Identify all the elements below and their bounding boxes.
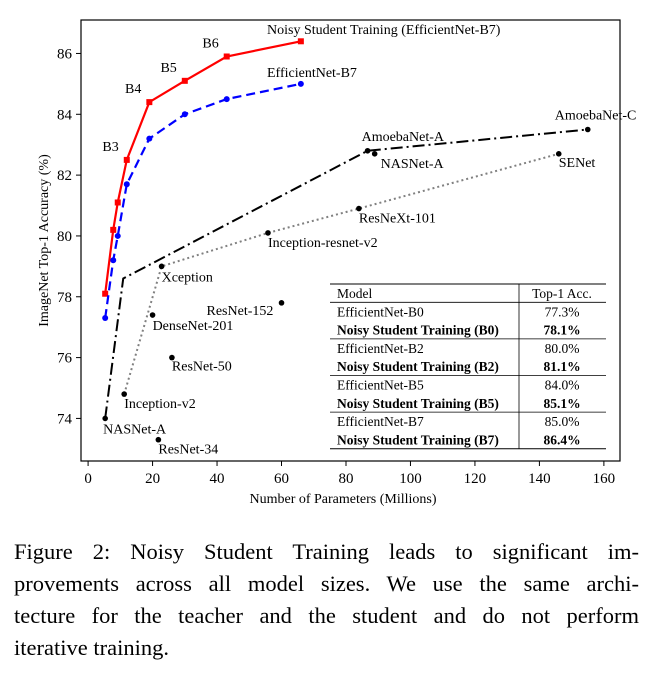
table-cell-model: Noisy Student Training (B5) — [337, 396, 499, 411]
model-label: ResNet-152 — [207, 304, 274, 319]
model-point — [121, 391, 127, 397]
table-cell-model: Noisy Student Training (B2) — [337, 359, 499, 374]
table-header: Top-1 Acc. — [532, 286, 592, 301]
series-line — [104, 82, 302, 319]
caption-line: Figure 2: Noisy Student Training leads t… — [14, 539, 639, 564]
model-point — [102, 415, 108, 422]
table-cell-model: EfficientNet-B7 — [337, 414, 424, 429]
y-tick-label: 80 — [57, 229, 72, 245]
series-label: Noisy Student Training (EfficientNet-B7) — [267, 23, 501, 38]
x-tick-label: 160 — [593, 471, 616, 487]
table-cell-accuracy: 84.0% — [545, 378, 580, 393]
model-label: Inception-v2 — [124, 397, 196, 412]
table-cell-accuracy: 85.1% — [543, 396, 580, 411]
model-label: ResNet-50 — [172, 360, 232, 375]
model-label: ResNet-34 — [158, 443, 218, 458]
y-tick-label: 74 — [57, 411, 73, 427]
model-label: DenseNet-201 — [153, 319, 234, 334]
point-label: B6 — [202, 36, 218, 51]
y-tick-label: 76 — [57, 351, 73, 367]
data-point-square — [223, 53, 230, 60]
x-tick-label: 140 — [528, 471, 551, 487]
data-point-square — [110, 226, 117, 233]
model-label: Xception — [162, 270, 213, 285]
model-label: SENet — [559, 156, 596, 171]
point-label: B3 — [102, 140, 118, 155]
table-cell-model: EfficientNet-B5 — [337, 378, 424, 393]
data-point-circle — [123, 181, 130, 188]
data-point-square — [102, 290, 109, 297]
model-point — [169, 354, 175, 361]
accuracy-vs-parameters-chart: 0 20 40 60 80 100 120 140 160 74 76 78 80 82 84 86 Numbe… — [37, 19, 637, 507]
data-point-circle — [102, 315, 109, 322]
table-cell-accuracy: 81.1% — [543, 359, 580, 374]
point-label: B5 — [160, 61, 176, 76]
x-tick-label: 40 — [210, 471, 225, 487]
model-label: AmoebaNet-C — [555, 108, 637, 123]
x-axis-label: Number of Parameters (Millions) — [249, 492, 436, 507]
series-label: EfficientNet-B7 — [267, 66, 357, 81]
figure-caption: Figure 2: Noisy Student Training leads t… — [14, 536, 639, 664]
table-cell-accuracy: 85.0% — [545, 414, 580, 429]
model-point — [278, 300, 285, 306]
model-label: AmoebaNet-A — [362, 130, 445, 145]
table-cell-accuracy: 78.1% — [543, 323, 580, 338]
model-point — [555, 151, 562, 157]
plot-frame — [80, 19, 621, 462]
data-point-square — [114, 199, 121, 206]
table-header: Model — [337, 286, 372, 301]
caption-line: provements across all model sizes. We us… — [14, 571, 639, 596]
data-point-circle — [146, 135, 153, 142]
model-label: Inception-resnet-v2 — [268, 236, 378, 251]
data-point-square — [123, 156, 130, 163]
data-point-square — [146, 99, 153, 106]
data-point-circle — [110, 257, 117, 264]
y-tick-label: 84 — [57, 107, 73, 123]
y-tick-label: 78 — [57, 290, 72, 306]
data-point-circle — [297, 80, 304, 87]
model-point — [584, 126, 591, 133]
table-cell-accuracy: 77.3% — [545, 304, 580, 319]
table-cell-model: EfficientNet-B2 — [337, 341, 424, 356]
model-label: NASNet-A — [381, 157, 445, 172]
table-background — [324, 279, 612, 457]
y-tick-label: 86 — [57, 46, 73, 62]
series-line — [104, 128, 588, 419]
series-line — [104, 40, 302, 294]
model-point — [371, 151, 378, 157]
table-cell-accuracy: 86.4% — [543, 432, 580, 447]
table-cell-accuracy: 80.0% — [545, 341, 580, 356]
x-tick-label: 120 — [464, 471, 487, 487]
model-label: ResNeXt-101 — [359, 212, 436, 227]
y-tick-label: 82 — [57, 168, 72, 184]
x-tick-label: 80 — [338, 471, 353, 487]
model-point — [149, 312, 156, 318]
model-label: NASNet-A — [103, 422, 167, 437]
table-cell-model: EfficientNet-B0 — [337, 304, 424, 319]
table-cell-model: Noisy Student Training (B0) — [337, 323, 499, 338]
y-axis-label: ImageNet Top-1 Accuracy (%) — [37, 154, 52, 327]
x-tick-label: 60 — [274, 471, 289, 487]
model-point — [158, 263, 165, 270]
data-point-square — [181, 77, 188, 84]
table-cell-model: Noisy Student Training (B7) — [337, 432, 499, 447]
x-tick-label: 100 — [399, 471, 422, 487]
data-point-circle — [223, 96, 230, 103]
model-point — [364, 147, 371, 154]
point-label: B4 — [125, 82, 141, 97]
data-point-circle — [181, 111, 188, 118]
model-point — [356, 205, 362, 212]
x-tick-label: 20 — [145, 471, 160, 487]
data-point-circle — [114, 232, 121, 239]
caption-line: iterative training. — [14, 635, 169, 660]
model-point — [265, 230, 271, 236]
data-point-square — [297, 38, 304, 45]
caption-line: tecture for the teacher and the student … — [14, 603, 639, 628]
model-point — [155, 436, 162, 443]
x-tick-label: 0 — [84, 471, 92, 487]
